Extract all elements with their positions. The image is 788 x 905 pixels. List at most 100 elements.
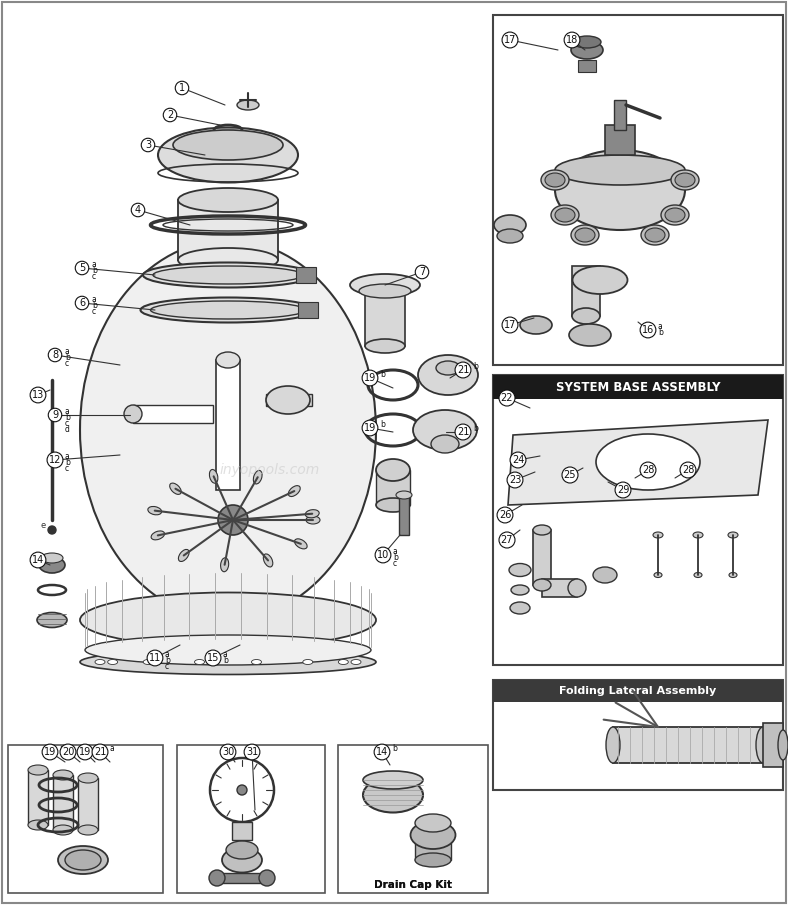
Ellipse shape <box>266 386 310 414</box>
Bar <box>298 302 318 318</box>
Text: b: b <box>658 328 663 337</box>
Text: a: a <box>92 294 97 303</box>
Ellipse shape <box>593 567 617 583</box>
Polygon shape <box>508 420 768 505</box>
Ellipse shape <box>143 660 153 664</box>
Ellipse shape <box>140 298 315 322</box>
Ellipse shape <box>756 727 770 763</box>
Ellipse shape <box>509 564 531 576</box>
Text: 19: 19 <box>364 373 376 383</box>
Text: 11: 11 <box>149 653 161 663</box>
Text: b: b <box>393 552 398 561</box>
Ellipse shape <box>363 771 423 789</box>
Text: e: e <box>40 520 46 529</box>
Ellipse shape <box>216 352 240 368</box>
Ellipse shape <box>545 173 565 187</box>
Ellipse shape <box>251 660 262 664</box>
Bar <box>614 100 626 130</box>
Bar <box>542 579 577 597</box>
Text: 6: 6 <box>79 298 85 308</box>
Circle shape <box>210 758 274 822</box>
Text: 18: 18 <box>566 35 578 45</box>
Circle shape <box>48 526 56 534</box>
Text: inyopools.com: inyopools.com <box>220 463 320 477</box>
Bar <box>177 745 325 893</box>
Text: b: b <box>65 458 70 466</box>
Text: a: a <box>223 650 228 659</box>
Text: 27: 27 <box>500 535 513 545</box>
Ellipse shape <box>350 274 420 296</box>
Ellipse shape <box>80 593 376 647</box>
Ellipse shape <box>151 301 306 319</box>
Circle shape <box>209 870 225 886</box>
Text: 9: 9 <box>52 410 58 420</box>
Ellipse shape <box>78 773 98 783</box>
Ellipse shape <box>41 553 63 563</box>
Ellipse shape <box>693 532 703 538</box>
Ellipse shape <box>694 573 702 577</box>
Ellipse shape <box>436 361 460 375</box>
Bar <box>217 873 267 883</box>
Bar <box>232 822 252 840</box>
Ellipse shape <box>510 602 530 614</box>
Bar <box>8 745 163 893</box>
Bar <box>338 745 488 893</box>
Ellipse shape <box>555 208 575 222</box>
Text: b: b <box>92 265 97 274</box>
Bar <box>533 530 551 585</box>
Ellipse shape <box>575 228 595 242</box>
Text: a: a <box>393 547 398 556</box>
Ellipse shape <box>28 820 48 830</box>
Circle shape <box>237 785 247 795</box>
Text: Drain Cap Kit: Drain Cap Kit <box>374 880 452 890</box>
Text: 21: 21 <box>94 747 106 757</box>
Ellipse shape <box>151 531 165 540</box>
Text: b: b <box>392 744 397 752</box>
Ellipse shape <box>306 516 320 524</box>
Ellipse shape <box>555 155 685 185</box>
Ellipse shape <box>571 225 599 245</box>
Ellipse shape <box>363 777 423 813</box>
Text: 16: 16 <box>642 325 654 335</box>
Bar <box>763 723 783 767</box>
Text: 14: 14 <box>376 747 388 757</box>
Text: 26: 26 <box>499 510 511 520</box>
Ellipse shape <box>511 585 529 595</box>
Text: 30: 30 <box>222 747 234 757</box>
Ellipse shape <box>411 821 455 849</box>
Ellipse shape <box>237 100 259 110</box>
Text: b: b <box>473 424 478 433</box>
Text: d: d <box>65 424 70 433</box>
Text: 8: 8 <box>52 350 58 360</box>
Bar <box>216 360 240 490</box>
Ellipse shape <box>551 205 579 225</box>
Text: 24: 24 <box>512 455 524 465</box>
Text: b: b <box>223 655 228 664</box>
Text: a: a <box>65 452 70 461</box>
Ellipse shape <box>85 635 371 665</box>
Ellipse shape <box>95 660 105 664</box>
Ellipse shape <box>158 128 298 183</box>
Ellipse shape <box>596 434 700 490</box>
Ellipse shape <box>37 613 67 627</box>
Ellipse shape <box>124 405 142 423</box>
Text: 10: 10 <box>377 550 389 560</box>
Ellipse shape <box>555 150 685 230</box>
Text: 14: 14 <box>32 555 44 565</box>
Text: 21: 21 <box>457 365 469 375</box>
Ellipse shape <box>254 471 262 484</box>
Bar <box>266 394 312 406</box>
Text: c: c <box>393 558 397 567</box>
Ellipse shape <box>675 173 695 187</box>
Ellipse shape <box>288 486 300 497</box>
Text: b: b <box>473 361 478 370</box>
Bar <box>28 770 48 825</box>
Bar <box>78 778 98 830</box>
Text: a: a <box>92 260 97 269</box>
Ellipse shape <box>533 525 551 535</box>
Text: 28: 28 <box>641 465 654 475</box>
Circle shape <box>259 870 275 886</box>
Bar <box>493 375 783 665</box>
Bar <box>493 375 783 399</box>
Ellipse shape <box>665 208 685 222</box>
